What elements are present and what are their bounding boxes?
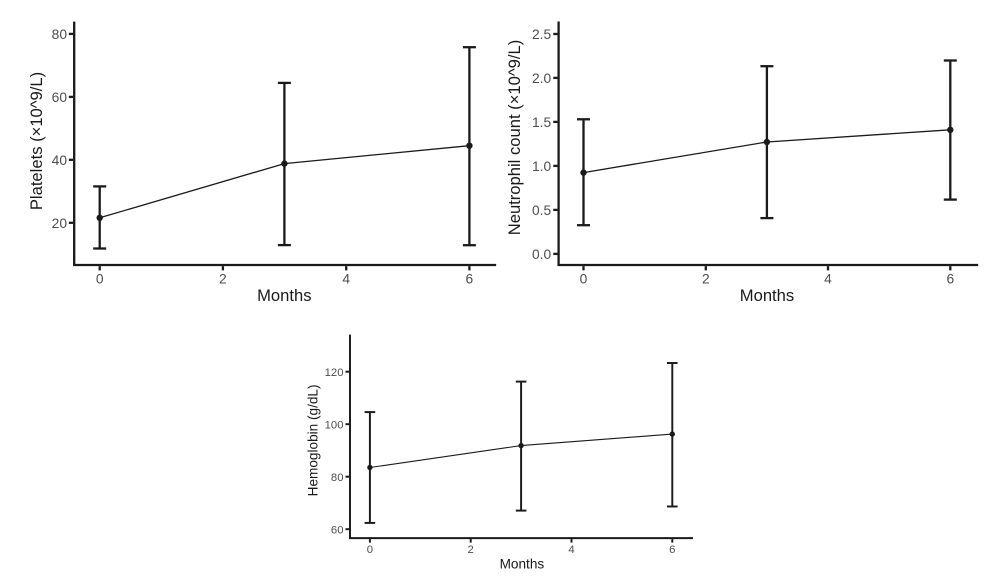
svg-text:60: 60 bbox=[52, 90, 68, 105]
svg-text:0.0: 0.0 bbox=[532, 247, 552, 262]
svg-text:1.5: 1.5 bbox=[532, 115, 552, 130]
svg-text:Months: Months bbox=[257, 286, 311, 305]
svg-text:80: 80 bbox=[52, 27, 68, 42]
svg-text:100: 100 bbox=[325, 419, 344, 431]
svg-text:2: 2 bbox=[702, 271, 710, 286]
svg-text:Platelets (×10^9/L): Platelets (×10^9/L) bbox=[27, 72, 46, 210]
svg-text:0.5: 0.5 bbox=[532, 203, 552, 218]
svg-text:2: 2 bbox=[219, 271, 227, 286]
svg-text:4: 4 bbox=[342, 271, 350, 286]
svg-text:0: 0 bbox=[96, 271, 104, 286]
svg-text:2: 2 bbox=[468, 544, 474, 556]
svg-text:6: 6 bbox=[669, 544, 675, 556]
svg-text:6: 6 bbox=[466, 271, 474, 286]
svg-text:0: 0 bbox=[367, 544, 373, 556]
svg-text:0: 0 bbox=[580, 271, 588, 286]
svg-text:Hemoglobin (g/dL): Hemoglobin (g/dL) bbox=[305, 384, 320, 496]
svg-text:2.0: 2.0 bbox=[532, 71, 552, 86]
svg-text:Neutrophil count (×10^9/L): Neutrophil count (×10^9/L) bbox=[505, 40, 524, 236]
svg-text:1.0: 1.0 bbox=[532, 159, 552, 174]
svg-text:80: 80 bbox=[331, 472, 344, 484]
svg-text:60: 60 bbox=[331, 524, 344, 536]
svg-text:20: 20 bbox=[52, 216, 68, 231]
svg-text:6: 6 bbox=[946, 271, 954, 286]
svg-text:2.5: 2.5 bbox=[532, 27, 552, 42]
svg-text:Months: Months bbox=[740, 286, 794, 305]
svg-text:Months: Months bbox=[500, 556, 545, 571]
svg-text:120: 120 bbox=[325, 367, 344, 379]
svg-text:4: 4 bbox=[568, 544, 574, 556]
svg-text:40: 40 bbox=[52, 153, 68, 168]
svg-text:4: 4 bbox=[824, 271, 832, 286]
